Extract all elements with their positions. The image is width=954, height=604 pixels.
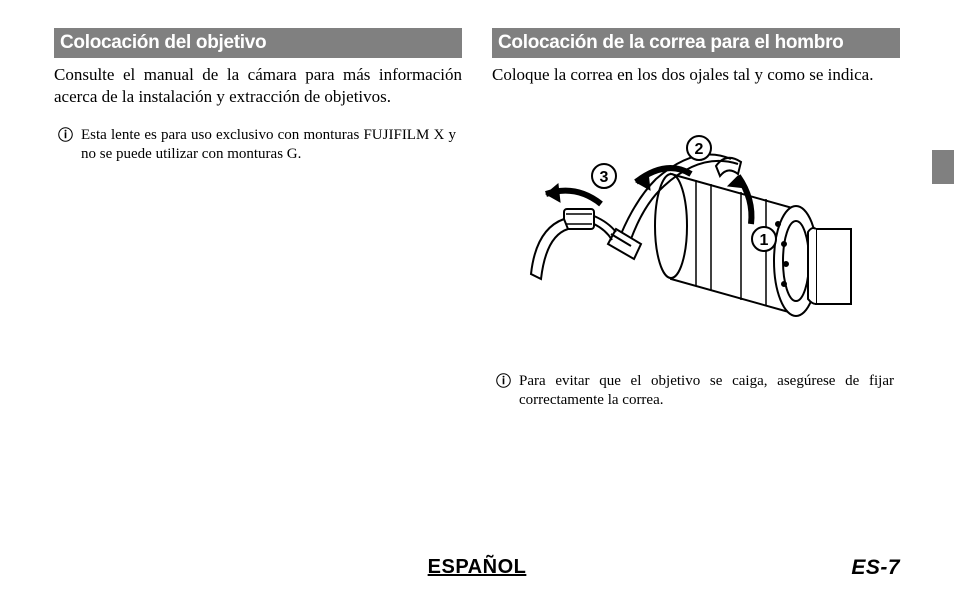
right-body-text: Coloque la correa en los dos ojales tal …	[492, 64, 900, 86]
left-column: Colocación del objetivo Consulte el manu…	[54, 28, 462, 411]
right-note: ⓘ Para evitar que el objetivo se caiga, …	[492, 372, 900, 411]
right-heading: Colocación de la correa para el hombro	[492, 28, 900, 58]
side-tab	[932, 150, 954, 184]
footer-language: ESPAÑOL	[54, 556, 900, 579]
note-icon: ⓘ	[58, 126, 73, 165]
illustration-label-3: 3	[600, 169, 609, 186]
right-column: Colocación de la correa para el hombro C…	[492, 28, 900, 411]
left-note-text: Esta lente es para uso exclusivo con mon…	[81, 126, 456, 165]
two-column-layout: Colocación del objetivo Consulte el manu…	[54, 28, 900, 411]
illustration-label-1: 1	[760, 232, 769, 249]
page-footer: ESPAÑOL ES-7	[54, 556, 900, 580]
manual-page: Colocación del objetivo Consulte el manu…	[0, 0, 954, 604]
left-body-text: Consulte el manual de la cámara para más…	[54, 64, 462, 108]
left-heading: Colocación del objetivo	[54, 28, 462, 58]
lens-strap-illustration: 1 2 3	[516, 104, 876, 354]
note-icon: ⓘ	[496, 372, 511, 411]
right-note-text: Para evitar que el objetivo se caiga, as…	[519, 372, 894, 411]
left-note: ⓘ Esta lente es para uso exclusivo con m…	[54, 126, 462, 165]
illustration-label-2: 2	[695, 141, 704, 158]
